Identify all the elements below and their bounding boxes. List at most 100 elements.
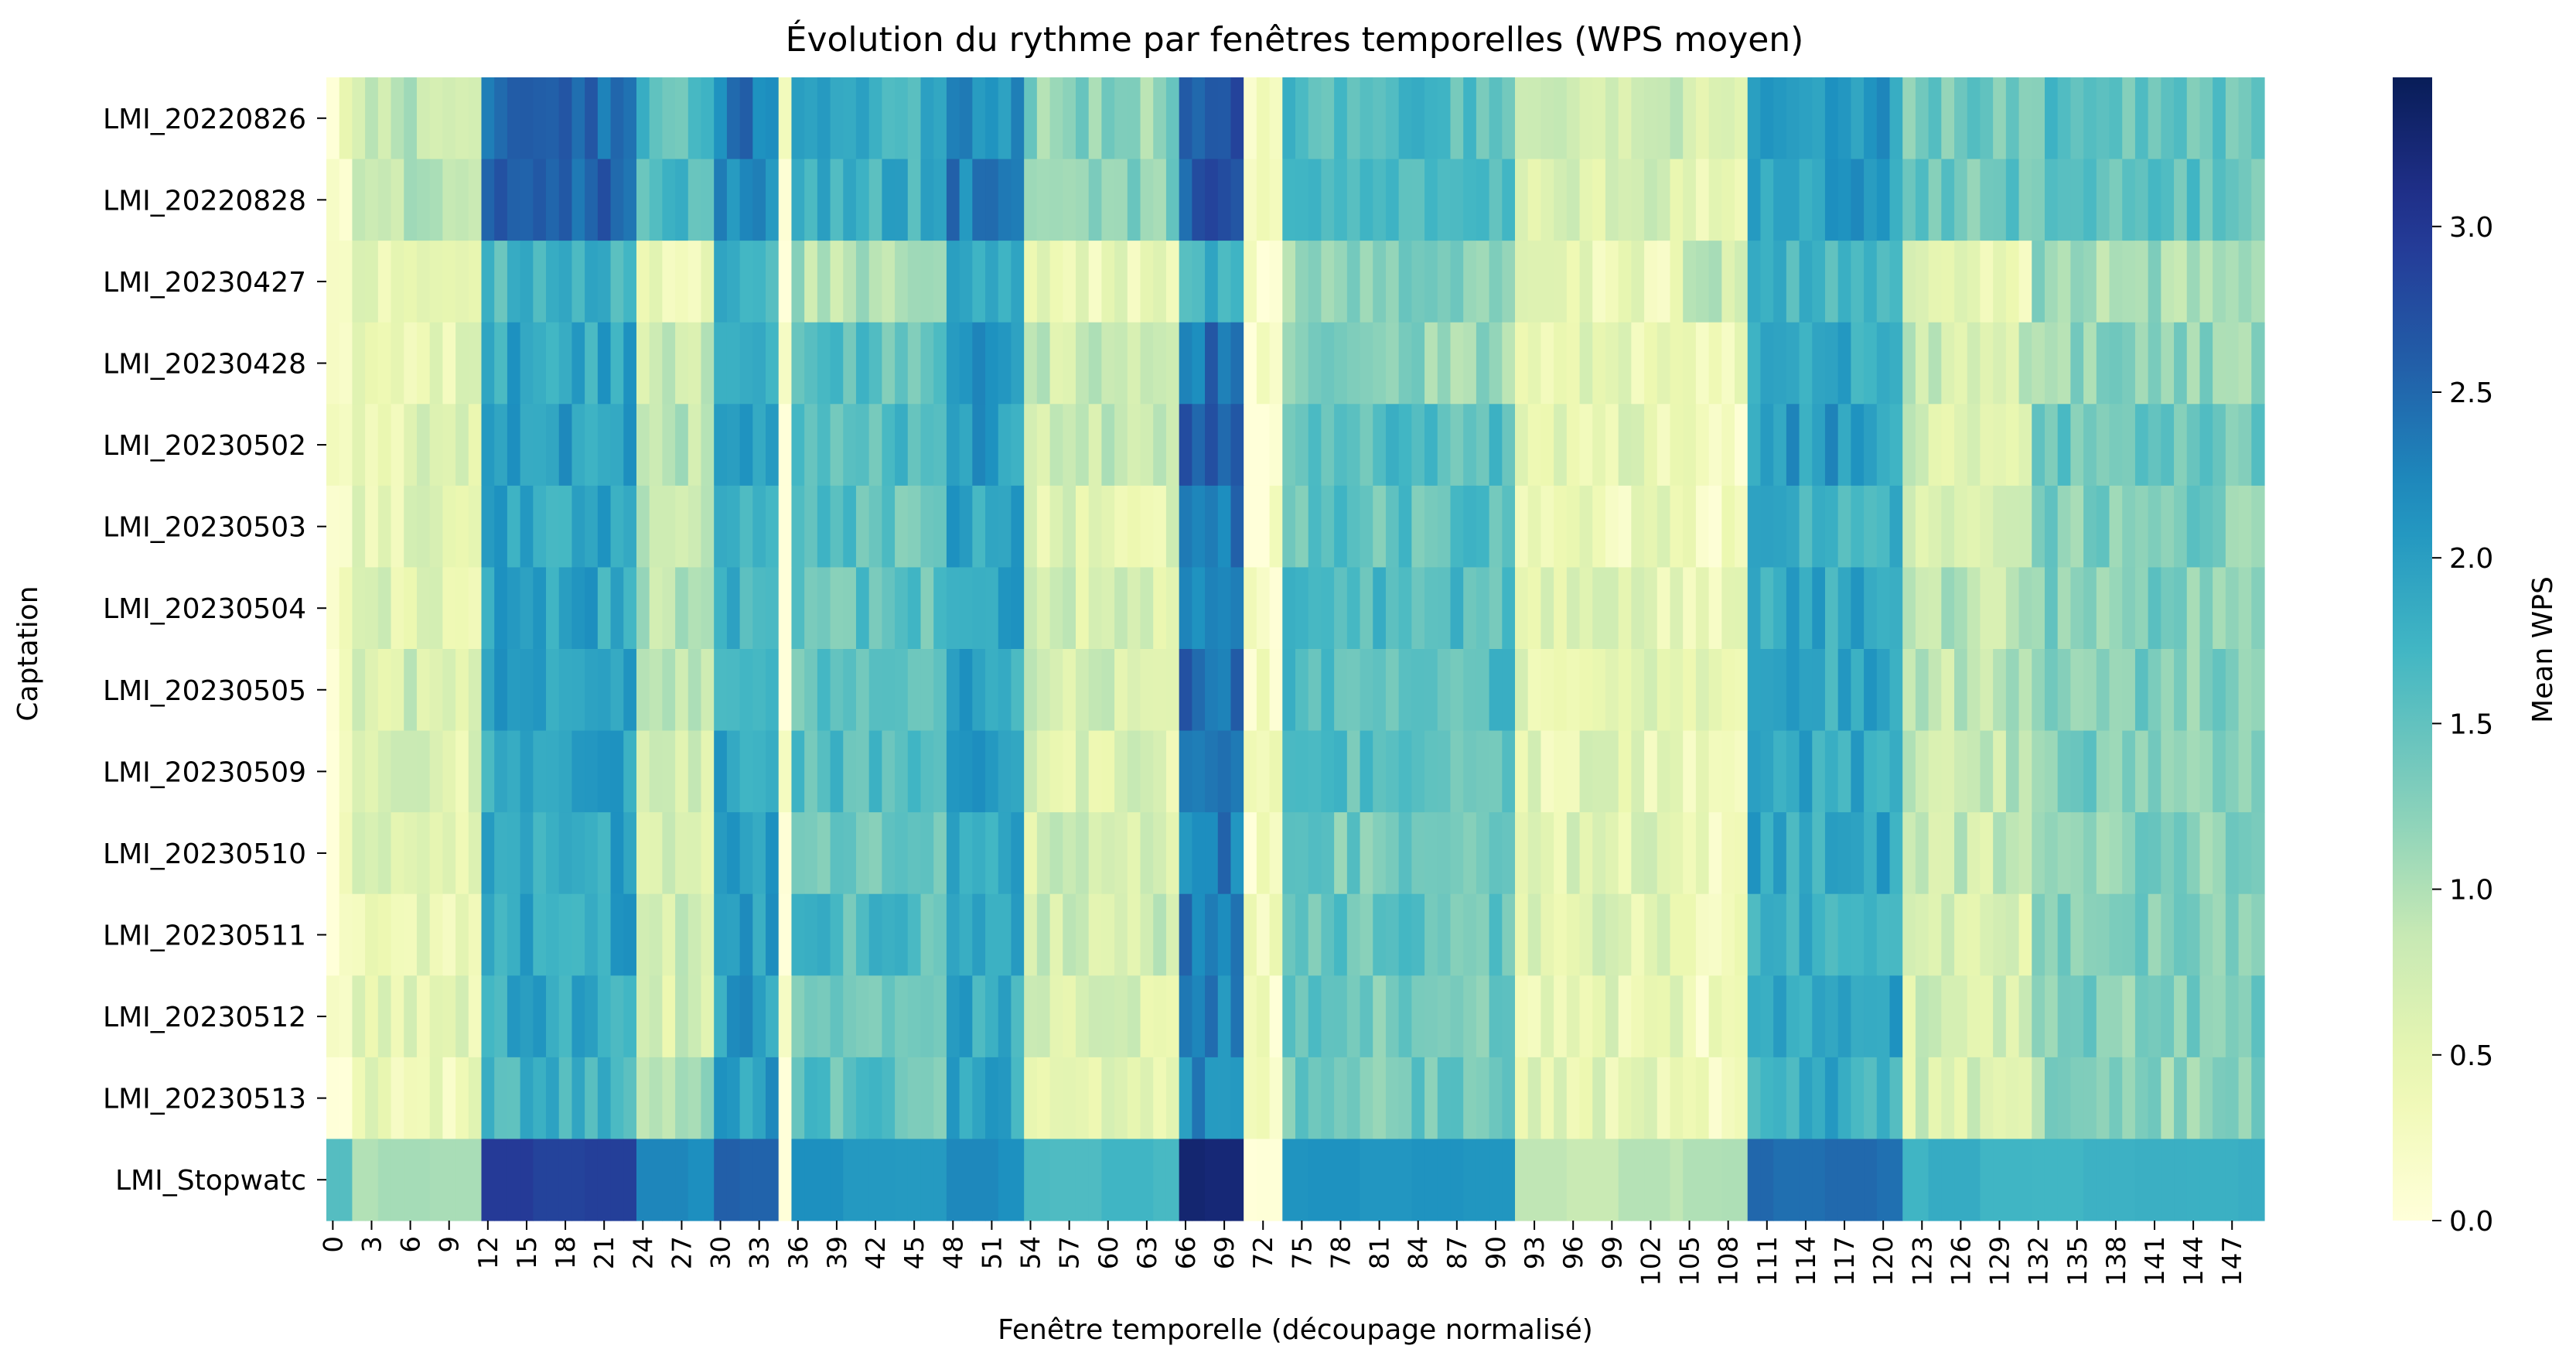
heatmap-cell xyxy=(907,485,922,569)
heatmap-cell xyxy=(766,159,780,241)
heatmap-cell xyxy=(1127,1139,1141,1221)
heatmap-cell xyxy=(1179,1139,1192,1221)
heatmap-cell xyxy=(546,485,560,569)
heatmap-cell xyxy=(1747,241,1762,323)
heatmap-cell xyxy=(1540,485,1554,569)
heatmap-cell xyxy=(2070,1139,2084,1221)
heatmap-cell xyxy=(571,1057,585,1140)
heatmap-cell xyxy=(1192,567,1206,650)
heatmap-cell xyxy=(817,77,831,160)
heatmap-cell xyxy=(1114,77,1128,160)
heatmap-cell xyxy=(998,730,1012,813)
heatmap-cell xyxy=(1114,1057,1128,1140)
heatmap-cell xyxy=(675,485,689,569)
heatmap-cell xyxy=(1127,241,1141,323)
heatmap-cell xyxy=(1088,975,1102,1058)
heatmap-cell xyxy=(2096,159,2110,241)
heatmap-cell xyxy=(1721,567,1735,650)
heatmap-cell xyxy=(714,77,728,160)
heatmap-cell xyxy=(1824,77,1839,160)
heatmap-cell xyxy=(610,567,624,650)
heatmap-cell xyxy=(1075,159,1090,241)
heatmap-cell xyxy=(920,159,934,241)
heatmap-cell xyxy=(1656,1139,1671,1221)
heatmap-cell xyxy=(468,485,483,569)
heatmap-cell xyxy=(791,404,805,487)
heatmap-cell xyxy=(1101,1057,1115,1140)
heatmap-cell xyxy=(1670,1057,1684,1140)
heatmap-cell xyxy=(1656,893,1671,976)
heatmap-cell xyxy=(1721,1057,1735,1140)
heatmap-cell xyxy=(2186,893,2201,976)
heatmap-cell xyxy=(895,322,909,405)
heatmap-cell xyxy=(752,567,766,650)
heatmap-cell xyxy=(998,1139,1012,1221)
heatmap-cell xyxy=(597,730,612,813)
heatmap-cell xyxy=(1385,485,1400,569)
heatmap-cell xyxy=(1502,649,1516,732)
heatmap-cell xyxy=(714,241,728,323)
heatmap-cell xyxy=(2096,812,2110,895)
heatmap-cell xyxy=(1683,893,1697,976)
heatmap-cell xyxy=(1721,812,1735,895)
heatmap-cell xyxy=(1411,730,1425,813)
heatmap-cell xyxy=(2134,567,2149,650)
heatmap-cell xyxy=(1437,485,1452,569)
heatmap-cell xyxy=(895,159,909,241)
heatmap-cell xyxy=(1631,404,1645,487)
heatmap-cell xyxy=(714,1057,728,1140)
heatmap-cell xyxy=(429,649,443,732)
heatmap-cell xyxy=(1799,812,1813,895)
heatmap-cell xyxy=(1011,1139,1025,1221)
heatmap-cell xyxy=(920,975,934,1058)
heatmap-cell xyxy=(959,1139,973,1221)
heatmap-cell xyxy=(1140,322,1154,405)
heatmap-cell xyxy=(481,730,495,813)
heatmap-cell xyxy=(752,812,766,895)
heatmap-cell xyxy=(649,567,663,650)
heatmap-cell xyxy=(726,893,741,976)
heatmap-cell xyxy=(1864,241,1878,323)
heatmap-cell xyxy=(1360,159,1373,241)
heatmap-cell xyxy=(688,567,702,650)
heatmap-cell xyxy=(1554,322,1568,405)
heatmap-cell xyxy=(688,975,702,1058)
heatmap-cell xyxy=(2174,1139,2188,1221)
heatmap-cell xyxy=(882,322,896,405)
heatmap-cell xyxy=(1256,730,1271,813)
heatmap-cell xyxy=(610,1057,624,1140)
heatmap-cell xyxy=(1205,1057,1219,1140)
heatmap-cell xyxy=(843,893,857,976)
heatmap-cell xyxy=(714,649,728,732)
heatmap-cell xyxy=(2122,322,2136,405)
heatmap-cell xyxy=(585,159,599,241)
heatmap-cell xyxy=(1540,1057,1554,1140)
heatmap-cell xyxy=(1631,649,1645,732)
heatmap-cell xyxy=(2251,77,2265,160)
heatmap-cell xyxy=(972,567,986,650)
heatmap-cell xyxy=(1308,1139,1322,1221)
heatmap-cell xyxy=(1411,567,1425,650)
heatmap-cell xyxy=(701,404,715,487)
heatmap-cell xyxy=(1851,241,1865,323)
heatmap-cell xyxy=(1980,975,1994,1058)
heatmap-cell xyxy=(1153,485,1167,569)
heatmap-cell xyxy=(2070,485,2084,569)
heatmap-cell xyxy=(2096,1057,2110,1140)
heatmap-cell xyxy=(1269,649,1283,732)
heatmap-cell xyxy=(752,649,766,732)
heatmap-cell xyxy=(2199,1139,2213,1221)
heatmap-cell xyxy=(1721,485,1735,569)
heatmap-cell xyxy=(1824,975,1839,1058)
heatmap-cell xyxy=(1812,77,1826,160)
heatmap-cell xyxy=(636,812,650,895)
heatmap-cell xyxy=(946,567,960,650)
heatmap-cell xyxy=(2251,322,2265,405)
heatmap-cell xyxy=(610,812,624,895)
heatmap-cell xyxy=(1165,1139,1180,1221)
heatmap-cell xyxy=(1256,404,1271,487)
heatmap-cell xyxy=(1063,893,1076,976)
heatmap-cell xyxy=(1889,485,1903,569)
heatmap-cell xyxy=(972,730,986,813)
heatmap-cell xyxy=(2032,1057,2045,1140)
